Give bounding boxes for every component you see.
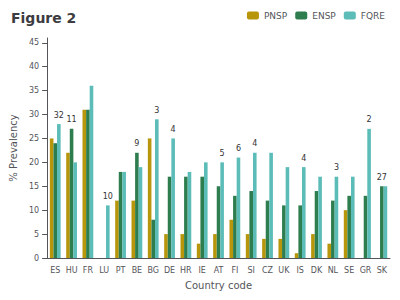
- svg-text:40: 40: [29, 62, 39, 71]
- svg-text:9: 9: [134, 139, 139, 148]
- svg-text:GR: GR: [360, 266, 372, 275]
- svg-text:4: 4: [301, 154, 306, 163]
- svg-text:Figure 2: Figure 2: [11, 10, 76, 26]
- svg-text:FQRE: FQRE: [361, 11, 386, 21]
- svg-text:AT: AT: [214, 266, 224, 275]
- svg-text:32: 32: [54, 111, 64, 120]
- svg-text:NL: NL: [328, 266, 339, 275]
- svg-text:5: 5: [34, 230, 39, 239]
- svg-text:5: 5: [220, 149, 225, 158]
- svg-text:CZ: CZ: [262, 266, 274, 275]
- svg-text:PNSP: PNSP: [264, 11, 288, 21]
- svg-text:IE: IE: [198, 266, 205, 275]
- svg-text:10: 10: [29, 206, 39, 215]
- svg-text:HR: HR: [180, 266, 192, 275]
- svg-text:10: 10: [103, 192, 113, 201]
- svg-text:3: 3: [334, 163, 339, 172]
- svg-text:DK: DK: [311, 266, 323, 275]
- svg-text:4: 4: [252, 139, 257, 148]
- svg-text:IS: IS: [296, 266, 303, 275]
- svg-text:20: 20: [29, 158, 39, 167]
- svg-text:BG: BG: [147, 266, 159, 275]
- svg-text:15: 15: [29, 182, 39, 191]
- svg-text:4: 4: [171, 125, 176, 134]
- svg-text:ES: ES: [50, 266, 60, 275]
- svg-text:0: 0: [34, 254, 39, 263]
- svg-text:30: 30: [29, 110, 39, 119]
- svg-text:11: 11: [66, 115, 76, 124]
- svg-text:27: 27: [377, 173, 387, 182]
- svg-text:SE: SE: [344, 266, 354, 275]
- svg-text:35: 35: [29, 86, 39, 95]
- svg-text:25: 25: [29, 134, 39, 143]
- svg-text:45: 45: [29, 38, 39, 47]
- svg-text:DE: DE: [164, 266, 175, 275]
- svg-text:UK: UK: [278, 266, 290, 275]
- svg-text:ENSP: ENSP: [312, 11, 336, 21]
- svg-text:SK: SK: [377, 266, 388, 275]
- svg-text:% Prevalency: % Prevalency: [8, 114, 19, 181]
- svg-text:BE: BE: [132, 266, 143, 275]
- svg-text:HU: HU: [66, 266, 78, 275]
- svg-text:LU: LU: [99, 266, 109, 275]
- svg-text:2: 2: [367, 115, 372, 124]
- svg-text:FR: FR: [83, 266, 94, 275]
- svg-text:SI: SI: [247, 266, 254, 275]
- svg-text:Country code: Country code: [185, 280, 252, 291]
- svg-text:6: 6: [236, 144, 241, 153]
- svg-text:3: 3: [154, 106, 159, 115]
- svg-text:PT: PT: [116, 266, 126, 275]
- svg-text:FI: FI: [231, 266, 238, 275]
